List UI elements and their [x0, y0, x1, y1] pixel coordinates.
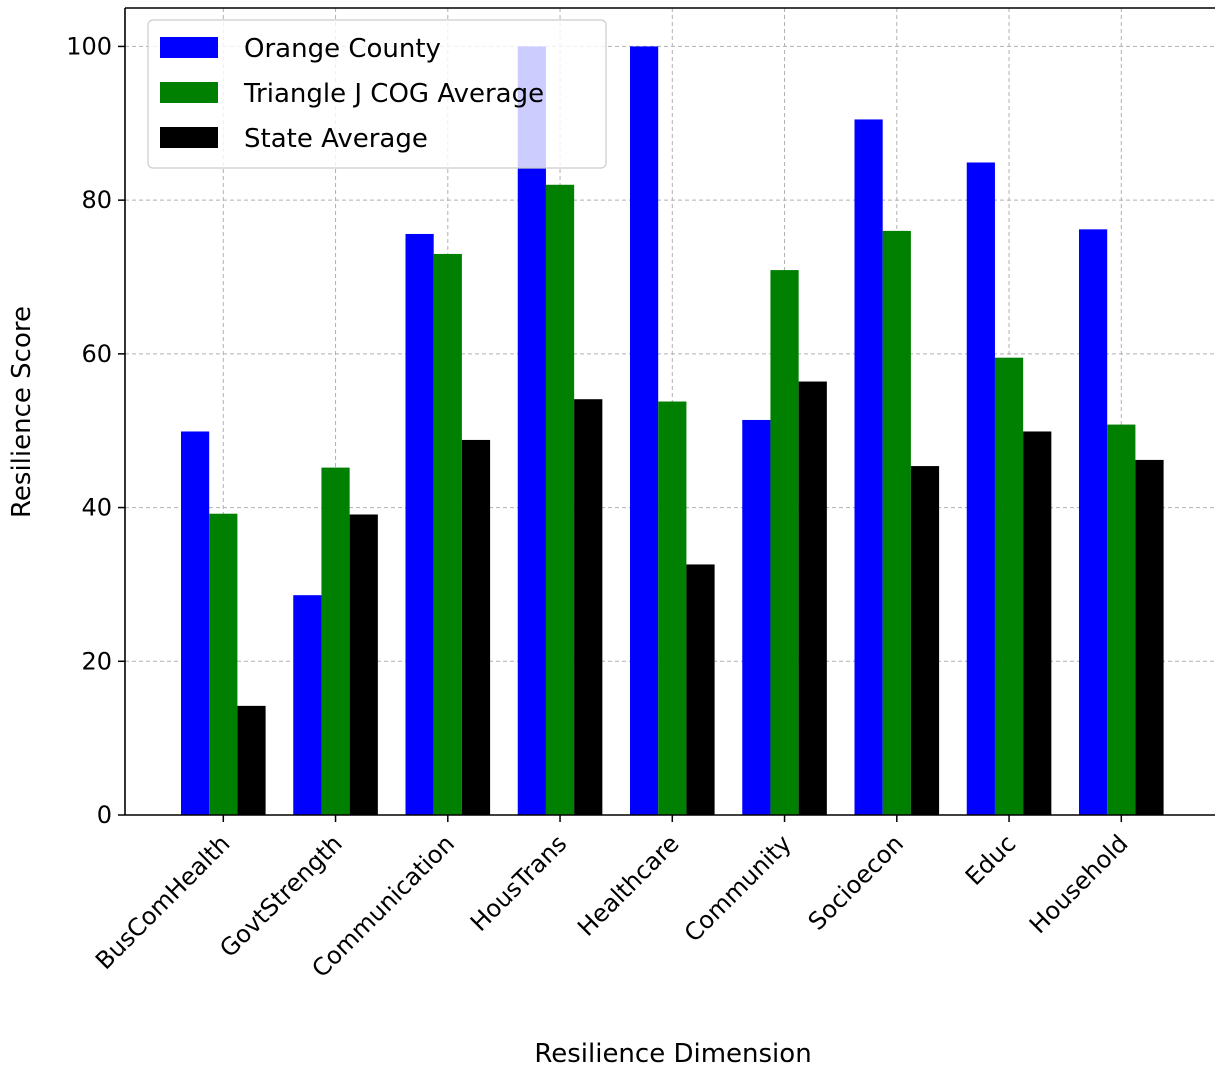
legend-label-orange-county: Orange County [244, 34, 441, 64]
y-tick-label: 20 [81, 647, 112, 675]
legend: Orange County Triangle J COG Average Sta… [147, 19, 607, 169]
y-tick-label: 40 [81, 494, 112, 522]
bar-triangle-j-cog-average-houstrans [545, 184, 575, 815]
bar-state-average-buscomhealth [237, 705, 266, 815]
bar-triangle-j-cog-average-socioecon [882, 230, 911, 815]
y-tick-label: 80 [81, 186, 112, 214]
legend-label-triangle-j-cog: Triangle J COG Average [243, 79, 544, 109]
bar-orange-county-govtstrength [293, 595, 322, 815]
x-tick-label-educ: Educ [960, 829, 1021, 890]
legend-swatch-orange-county [160, 37, 218, 58]
bar-triangle-j-cog-average-educ [994, 357, 1024, 815]
legend-label-state-average: State Average [244, 124, 428, 154]
bar-state-average-household [1135, 459, 1164, 815]
x-tick-label-healthcare: Healthcare [572, 829, 684, 941]
axes [124, 7, 1215, 816]
bar-orange-county-socioecon [854, 119, 883, 815]
y-tick-label: 100 [66, 32, 112, 60]
x-tick-label-buscomhealth: BusComHealth [90, 829, 236, 975]
bar-state-average-community [798, 381, 827, 815]
bar-orange-county-houstrans [517, 46, 546, 815]
x-tick-label-community: Community [679, 829, 797, 947]
x-tick-label-socioecon: Socioecon [803, 829, 909, 935]
bar-state-average-govtstrength [349, 514, 378, 815]
bar-state-average-healthcare [686, 564, 715, 815]
bar-triangle-j-cog-average-household [1107, 424, 1136, 815]
legend-swatch-triangle-j-cog [160, 82, 218, 103]
bar-triangle-j-cog-average-community [770, 270, 799, 815]
y-tick-label: 0 [97, 801, 112, 829]
y-tick-label: 60 [81, 340, 112, 368]
legend-frame [147, 19, 607, 169]
bar-orange-county-healthcare [630, 46, 659, 815]
legend-swatch-state-average [160, 127, 218, 148]
x-axis-label: Resilience Dimension [534, 1039, 811, 1069]
bar-orange-county-communication [405, 233, 434, 815]
bar-triangle-j-cog-average-healthcare [658, 401, 687, 815]
bar-state-average-socioecon [910, 466, 940, 815]
x-tick-label-houstrans: HousTrans [465, 829, 572, 936]
bar-state-average-communication [461, 439, 491, 815]
bars [181, 46, 1164, 816]
bar-triangle-j-cog-average-govtstrength [321, 467, 350, 815]
bar-orange-county-community [742, 419, 771, 815]
bar-triangle-j-cog-average-communication [433, 253, 462, 815]
bar-state-average-houstrans [574, 399, 603, 815]
bar-orange-county-household [1079, 229, 1108, 815]
bar-triangle-j-cog-average-buscomhealth [209, 513, 238, 815]
y-axis-label: Resilience Score [7, 306, 37, 518]
bar-state-average-educ [1023, 431, 1052, 815]
x-tick-label-household: Household [1024, 829, 1134, 939]
bar-orange-county-buscomhealth [181, 431, 210, 815]
bar-orange-county-educ [966, 162, 995, 816]
